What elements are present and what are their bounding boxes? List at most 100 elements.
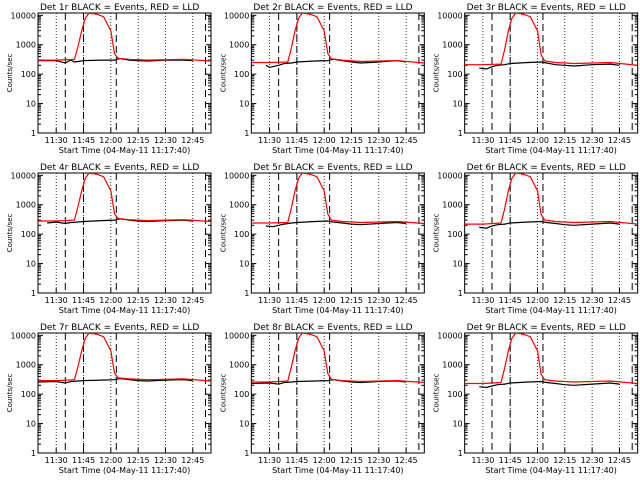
x-tick-label: 12:30	[367, 136, 390, 145]
events-series-line	[265, 58, 407, 69]
x-tick-label: 11:45	[285, 136, 308, 145]
chart-panel: Det 4r BLACK = Events, RED = LLD 1 10 100 10…	[6, 163, 212, 315]
lld-series-line	[464, 13, 638, 66]
x-tick-label: 12:30	[367, 296, 390, 305]
x-tick-label: 11:45	[72, 136, 95, 145]
plot-frame	[37, 172, 212, 294]
events-series-line	[47, 218, 193, 225]
x-tick-label: 12:00	[526, 296, 549, 305]
x-tick-label: 12:45	[608, 296, 631, 305]
y-tick-label: 10000	[11, 11, 36, 20]
x-tick-label: 12:00	[313, 456, 336, 465]
x-tick-label: 12:45	[181, 296, 204, 305]
events-series-line	[479, 220, 620, 229]
y-tick-label: 1	[31, 449, 36, 458]
plot-frame	[37, 332, 212, 454]
x-tick-label: 11:30	[471, 456, 494, 465]
x-tick-label: 12:45	[181, 456, 204, 465]
x-axis-label: Start Time (04-May-11 11:17:40)	[59, 146, 190, 155]
y-tick-label: 10000	[11, 171, 36, 180]
x-tick-label: 12:30	[581, 456, 604, 465]
y-axis-label: Counts/sec	[433, 214, 441, 253]
y-tick-label: 10	[452, 260, 462, 269]
chart-title: Det 3r BLACK = Events, RED = LLD	[467, 3, 626, 13]
lld-series-line	[251, 333, 425, 384]
x-tick-label: 12:15	[340, 296, 363, 305]
y-tick-label: 100	[234, 390, 249, 399]
y-axis-label: Counts/sec	[219, 214, 227, 253]
x-tick-label: 11:45	[499, 296, 522, 305]
x-tick-label: 12:30	[581, 136, 604, 145]
x-tick-label: 11:45	[285, 456, 308, 465]
y-tick-label: 10000	[224, 11, 249, 20]
x-tick-label: 11:30	[471, 136, 494, 145]
plot-frame	[37, 12, 212, 134]
x-tick-label: 12:00	[526, 136, 549, 145]
y-axis-label: Counts/sec	[6, 374, 14, 413]
y-tick-label: 10	[26, 260, 36, 269]
y-tick-label: 1000	[16, 361, 36, 370]
x-tick-label: 12:45	[395, 296, 418, 305]
y-axis-label: Counts/sec	[433, 374, 441, 413]
x-tick-label: 12:15	[553, 456, 576, 465]
lld-series-line	[38, 13, 211, 62]
chart-title: Det 2r BLACK = Events, RED = LLD	[253, 3, 412, 13]
lld-series-line	[38, 333, 211, 382]
y-tick-label: 100	[447, 70, 462, 79]
y-tick-label: 1	[31, 129, 36, 138]
y-tick-label: 100	[21, 70, 36, 79]
x-tick-label: 12:00	[99, 456, 122, 465]
x-tick-label: 12:15	[127, 456, 150, 465]
x-tick-label: 11:30	[471, 296, 494, 305]
chart-panel: Det 5r BLACK = Events, RED = LLD 1 10 100 10…	[219, 163, 425, 315]
y-axis-label: Counts/sec	[433, 54, 441, 93]
y-axis-label: Counts/sec	[219, 374, 227, 413]
y-tick-label: 10000	[437, 331, 462, 340]
y-tick-label: 10	[239, 260, 249, 269]
x-tick-label: 12:45	[181, 136, 204, 145]
x-tick-label: 12:15	[127, 136, 150, 145]
y-tick-label: 1000	[229, 41, 249, 50]
y-tick-label: 10	[452, 420, 462, 429]
x-tick-label: 12:15	[127, 296, 150, 305]
x-tick-label: 11:30	[258, 296, 281, 305]
chart-panel: Det 7r BLACK = Events, RED = LLD 1 10 100 10…	[6, 323, 212, 475]
y-tick-label: 1	[458, 289, 463, 298]
y-tick-label: 10000	[224, 171, 249, 180]
y-tick-label: 1	[458, 449, 463, 458]
y-tick-label: 10000	[437, 171, 462, 180]
chart-title: Det 1r BLACK = Events, RED = LLD	[40, 3, 199, 13]
x-tick-label: 11:45	[499, 456, 522, 465]
chart-title: Det 8r BLACK = Events, RED = LLD	[253, 323, 412, 333]
x-tick-label: 12:30	[154, 296, 177, 305]
lld-series-line	[464, 173, 638, 225]
x-tick-label: 12:30	[154, 456, 177, 465]
x-tick-label: 12:15	[553, 136, 576, 145]
chart-panel: Det 6r BLACK = Events, RED = LLD 1 10 100 10…	[433, 163, 639, 315]
plot-frame	[464, 12, 639, 134]
x-tick-label: 11:45	[285, 296, 308, 305]
y-tick-label: 100	[447, 230, 462, 239]
x-tick-label: 12:00	[526, 456, 549, 465]
plot-frame	[250, 172, 425, 294]
chart-title: Det 5r BLACK = Events, RED = LLD	[253, 163, 412, 173]
lld-series-line	[38, 173, 211, 223]
x-tick-label: 12:15	[553, 296, 576, 305]
x-axis-label: Start Time (04-May-11 11:17:40)	[485, 146, 616, 155]
y-tick-label: 100	[234, 70, 249, 79]
y-tick-label: 10	[239, 100, 249, 109]
y-tick-label: 1	[244, 449, 249, 458]
x-tick-label: 11:30	[45, 136, 68, 145]
x-tick-label: 12:45	[608, 456, 631, 465]
x-tick-label: 12:00	[313, 296, 336, 305]
y-tick-label: 1000	[442, 201, 462, 210]
x-tick-label: 12:00	[99, 136, 122, 145]
y-axis-label: Counts/sec	[6, 54, 14, 93]
y-tick-label: 1000	[229, 201, 249, 210]
events-series-line	[265, 220, 407, 228]
events-series-line	[38, 377, 193, 384]
y-tick-label: 10	[26, 420, 36, 429]
chart-panel: Det 1r BLACK = Events, RED = LLD 1 10 100 10…	[6, 3, 212, 155]
y-tick-label: 1	[244, 289, 249, 298]
events-series-line	[479, 61, 620, 70]
